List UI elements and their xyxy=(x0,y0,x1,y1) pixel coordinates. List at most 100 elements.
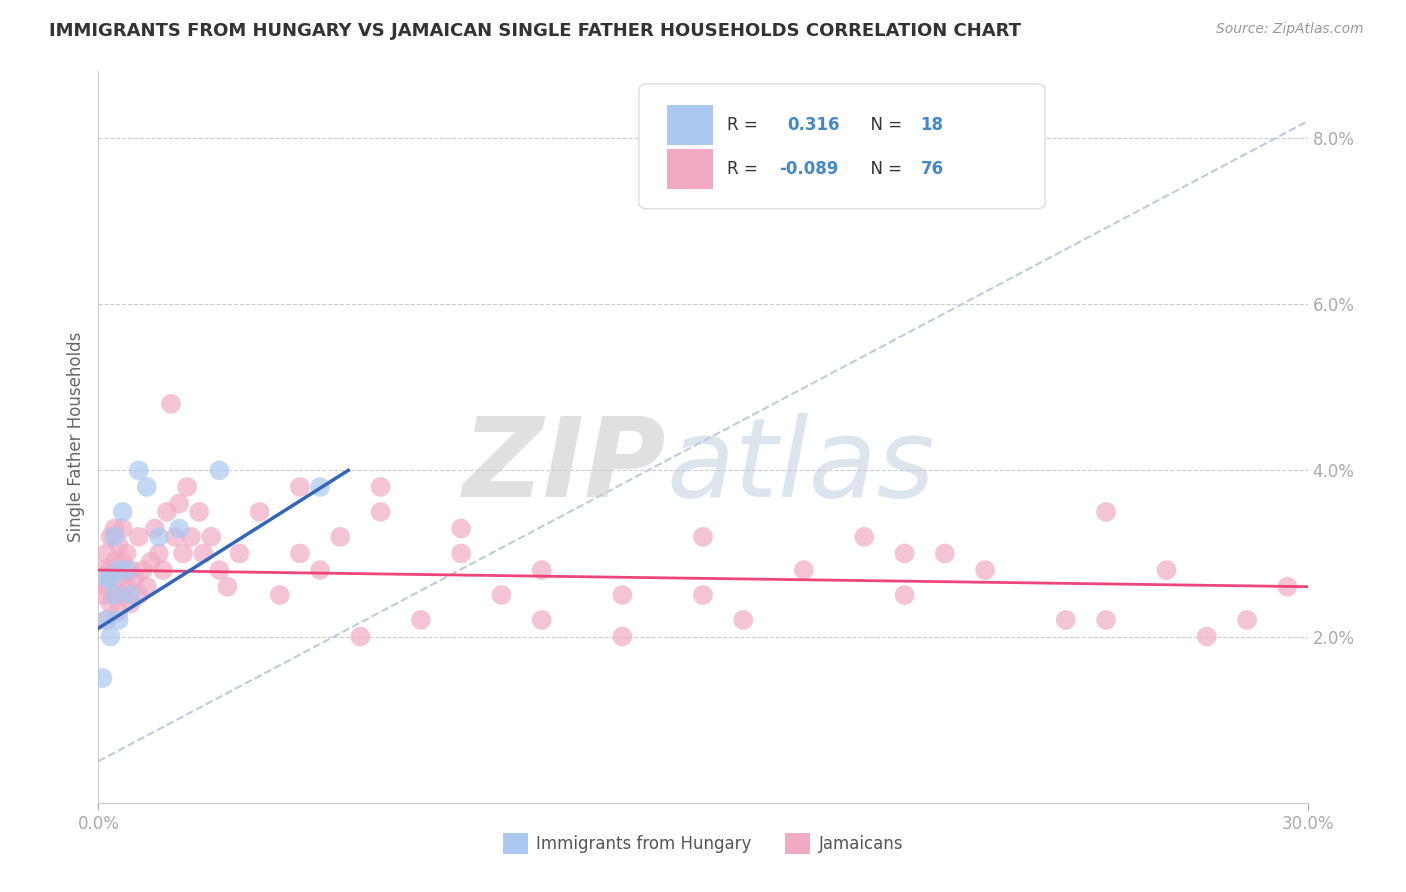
Point xyxy=(329,530,352,544)
Point xyxy=(530,613,553,627)
Text: IMMIGRANTS FROM HUNGARY VS JAMAICAN SINGLE FATHER HOUSEHOLDS CORRELATION CHART: IMMIGRANTS FROM HUNGARY VS JAMAICAN SING… xyxy=(49,22,1021,40)
Point xyxy=(1054,613,1077,627)
Point xyxy=(103,588,125,602)
Point xyxy=(409,613,432,627)
Text: R =: R = xyxy=(727,160,763,178)
Text: 18: 18 xyxy=(921,116,943,134)
Point xyxy=(180,530,202,544)
Point xyxy=(115,580,138,594)
Point xyxy=(100,530,122,544)
Point xyxy=(91,563,114,577)
Point xyxy=(450,521,472,535)
Point xyxy=(103,588,125,602)
Point xyxy=(269,588,291,602)
Point xyxy=(176,480,198,494)
Point xyxy=(103,530,125,544)
Text: 76: 76 xyxy=(921,160,943,178)
Point xyxy=(139,555,162,569)
Point xyxy=(120,563,142,577)
Point xyxy=(217,580,239,594)
Point xyxy=(91,588,114,602)
Point xyxy=(893,546,915,560)
Text: R =: R = xyxy=(727,116,769,134)
Point xyxy=(163,530,186,544)
Point xyxy=(132,563,155,577)
Point xyxy=(152,563,174,577)
Point xyxy=(853,530,876,544)
Point xyxy=(143,521,166,535)
Point xyxy=(530,563,553,577)
Text: ZIP: ZIP xyxy=(463,413,666,520)
Point xyxy=(309,480,332,494)
Point xyxy=(128,463,150,477)
Point xyxy=(200,530,222,544)
Point xyxy=(107,538,129,552)
Point xyxy=(450,546,472,560)
Point xyxy=(208,563,231,577)
Point xyxy=(934,546,956,560)
Point xyxy=(120,596,142,610)
Point xyxy=(100,571,122,585)
Point xyxy=(96,571,118,585)
Point xyxy=(370,505,392,519)
Point xyxy=(111,521,134,535)
Point xyxy=(96,546,118,560)
Point xyxy=(100,596,122,610)
Point xyxy=(167,521,190,535)
Text: -0.089: -0.089 xyxy=(779,160,838,178)
Y-axis label: Single Father Households: Single Father Households xyxy=(66,332,84,542)
Point xyxy=(193,546,215,560)
Point xyxy=(893,588,915,602)
Point xyxy=(156,505,179,519)
Point xyxy=(249,505,271,519)
Point xyxy=(208,463,231,477)
Point xyxy=(1095,613,1118,627)
Point xyxy=(188,505,211,519)
Point xyxy=(167,497,190,511)
Point xyxy=(100,630,122,644)
Point xyxy=(115,563,138,577)
Point xyxy=(107,613,129,627)
Text: N =: N = xyxy=(860,160,907,178)
Point xyxy=(96,580,118,594)
Point xyxy=(692,530,714,544)
Point xyxy=(172,546,194,560)
Bar xyxy=(666,104,713,145)
Point xyxy=(96,613,118,627)
Point xyxy=(148,546,170,560)
Point xyxy=(111,588,134,602)
Point xyxy=(135,480,157,494)
Bar xyxy=(666,149,713,189)
Point xyxy=(1156,563,1178,577)
Point xyxy=(612,630,634,644)
Point xyxy=(120,588,142,602)
Point xyxy=(124,571,146,585)
Point xyxy=(107,571,129,585)
Point xyxy=(96,613,118,627)
Point xyxy=(148,530,170,544)
Point xyxy=(491,588,513,602)
Point xyxy=(1195,630,1218,644)
Point xyxy=(1236,613,1258,627)
Point xyxy=(974,563,997,577)
Point xyxy=(692,588,714,602)
Text: atlas: atlas xyxy=(666,413,935,520)
Point xyxy=(107,605,129,619)
Point xyxy=(288,546,311,560)
Point xyxy=(103,555,125,569)
Point xyxy=(612,588,634,602)
Point xyxy=(103,521,125,535)
Point xyxy=(349,630,371,644)
Point xyxy=(115,546,138,560)
Point xyxy=(135,580,157,594)
Point xyxy=(111,505,134,519)
Point xyxy=(370,480,392,494)
Text: Source: ZipAtlas.com: Source: ZipAtlas.com xyxy=(1216,22,1364,37)
Point xyxy=(228,546,250,560)
Point xyxy=(128,530,150,544)
Text: N =: N = xyxy=(860,116,907,134)
Legend: Immigrants from Hungary, Jamaicans: Immigrants from Hungary, Jamaicans xyxy=(496,827,910,860)
Point xyxy=(309,563,332,577)
Point xyxy=(733,613,755,627)
Point xyxy=(107,563,129,577)
